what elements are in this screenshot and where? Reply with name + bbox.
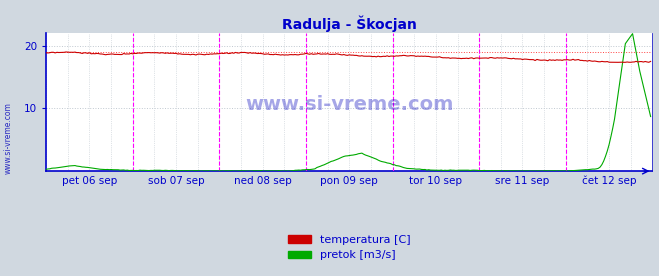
Text: www.si-vreme.com: www.si-vreme.com [245,95,453,114]
Title: Radulja - Škocjan: Radulja - Škocjan [282,15,416,32]
Text: www.si-vreme.com: www.si-vreme.com [3,102,13,174]
Legend: temperatura [C], pretok [m3/s]: temperatura [C], pretok [m3/s] [284,230,415,265]
